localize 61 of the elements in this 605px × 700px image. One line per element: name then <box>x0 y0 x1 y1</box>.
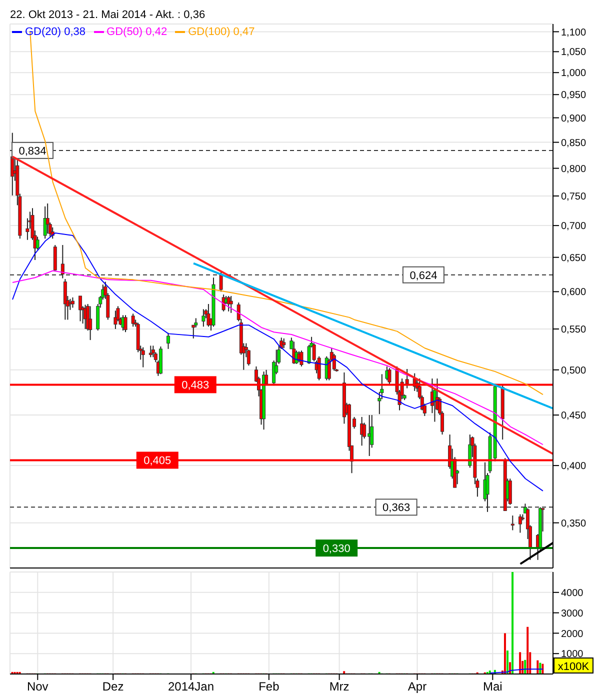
y-tick-label: 4000 <box>561 588 584 599</box>
y-tick-label: 3000 <box>561 608 584 620</box>
y-tick-label: 1,100 <box>561 27 586 38</box>
x-tick-label: Nov <box>26 680 48 694</box>
y-tick-label: 0,500 <box>561 365 586 376</box>
candlestick <box>166 332 170 350</box>
ref-line-label: 0,624 <box>410 270 438 282</box>
candlestick <box>194 318 198 328</box>
y-axis-title: x100K <box>558 661 590 673</box>
legend-label: GD(100) 0,47 <box>187 26 255 38</box>
y-tick-label: 0,750 <box>561 192 586 203</box>
bar <box>519 652 522 674</box>
candlestick <box>151 345 155 358</box>
x-tick-label: Feb <box>258 680 280 694</box>
candlestick <box>53 244 57 272</box>
candlestick <box>46 202 50 234</box>
y-tick-label: 1,050 <box>561 47 586 58</box>
y-tick-label: 0,400 <box>561 461 586 472</box>
y-tick-label: 2000 <box>561 628 584 640</box>
y-tick-label: 0,900 <box>561 113 586 124</box>
candlestick <box>518 514 522 534</box>
y-tick-label: 0,800 <box>561 164 586 175</box>
legend-label: GD(50) 0,42 <box>106 26 168 38</box>
candlestick <box>141 346 145 368</box>
candlestick <box>124 314 128 333</box>
x-tick-label: Mrz <box>329 680 350 694</box>
bar <box>504 633 506 674</box>
ref-line-label: 0,363 <box>382 502 410 514</box>
y-tick-label: 1000 <box>561 649 584 660</box>
y-tick-label: 1,000 <box>561 68 586 80</box>
candlestick <box>510 515 514 531</box>
ref-line-label: 0,483 <box>182 380 210 392</box>
bar <box>512 572 514 674</box>
candlestick <box>388 368 392 386</box>
candlestick <box>88 306 92 341</box>
candlestick <box>282 338 286 349</box>
y-tick-label: 0,850 <box>561 138 586 149</box>
legend-label: GD(20) 0,38 <box>24 26 86 38</box>
ref-line-label: 0,405 <box>144 455 172 468</box>
candlestick <box>114 310 118 330</box>
candlestick <box>78 295 82 322</box>
candlestick <box>131 313 135 328</box>
candlestick <box>63 278 67 320</box>
y-tick-label: 0,600 <box>561 287 586 298</box>
y-tick-label: 0,350 <box>561 518 586 530</box>
candlestick <box>229 295 233 314</box>
y-tick-label: 0,650 <box>561 252 586 264</box>
ref-line-label: 0,834 <box>18 145 46 158</box>
x-tick-label: Dez <box>102 680 124 694</box>
bar <box>506 650 508 674</box>
y-tick-label: 0,950 <box>561 90 586 102</box>
bar <box>526 626 529 674</box>
y-tick-label: 0,550 <box>561 324 586 336</box>
x-tick-label: 2014Jan <box>168 680 214 694</box>
y-tick-label: 0,700 <box>561 221 586 232</box>
x-tick-label: Apr <box>408 680 427 694</box>
y-tick-label: 0,450 <box>561 410 586 422</box>
x-tick-label: Mai <box>482 680 502 694</box>
line-series <box>12 232 544 492</box>
chart-title: 22. Okt 2013 - 21. Mai 2014 - Akt. : 0,36 <box>9 8 206 22</box>
ref-line-label: 0,330 <box>322 543 350 556</box>
